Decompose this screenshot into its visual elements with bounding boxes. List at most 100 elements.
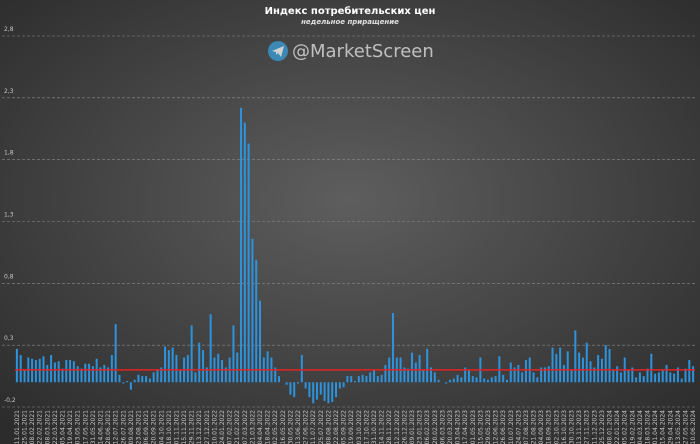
x-tick-label: 17.04.2023 (462, 410, 469, 444)
x-tick-label: 17.05.2021 (82, 410, 89, 444)
x-tick-label: 10.06.2024 (690, 410, 697, 444)
bar (202, 350, 205, 383)
x-tick-label: 22.01.2024 (614, 410, 621, 444)
bar (331, 382, 334, 403)
bar (464, 367, 467, 383)
bar (391, 313, 394, 383)
bar (604, 345, 607, 383)
bar (65, 360, 68, 383)
bar (612, 369, 615, 383)
x-tick-label: 28.11.2022 (386, 410, 393, 444)
watermark: @MarketScreen (292, 41, 434, 62)
bar (589, 361, 592, 383)
bar (505, 379, 508, 383)
bar (361, 374, 364, 383)
x-tick-label: 17.10.2022 (363, 410, 370, 444)
x-tick-label: 13.11.2023 (576, 410, 583, 444)
bar (646, 368, 649, 383)
bar (278, 376, 281, 383)
x-tick-label: 30.10.2023 (569, 410, 576, 444)
bar (243, 122, 246, 383)
bar (578, 352, 581, 383)
bar (346, 376, 349, 383)
bar (80, 368, 83, 383)
bar (631, 367, 634, 383)
bar (167, 350, 170, 383)
x-tick-label: 18.04.2022 (265, 410, 272, 444)
x-tick-label: 10.07.2023 (508, 410, 515, 444)
bar (422, 369, 425, 383)
bar (635, 377, 638, 383)
x-tick-label: 29.11.2021 (189, 410, 196, 444)
bar (448, 379, 451, 383)
telegram-plane (272, 46, 284, 57)
bar (304, 382, 307, 389)
x-tick-label: 25.01.2021 (21, 410, 28, 444)
bar (536, 377, 539, 383)
x-tick-label: 08.02.2021 (29, 410, 36, 444)
bar (684, 368, 687, 383)
bar (574, 330, 577, 383)
bar (471, 376, 474, 383)
bar (141, 376, 144, 383)
bar (486, 379, 489, 383)
bar (680, 378, 683, 383)
x-tick-label: 11.12.2023 (591, 410, 598, 444)
x-tick-label: 13.12.2021 (196, 410, 203, 444)
x-tick-label: 03.10.2022 (356, 410, 363, 444)
bar (369, 372, 372, 383)
bar (186, 355, 189, 383)
bar (619, 372, 622, 383)
bar (99, 367, 102, 383)
bar (221, 360, 224, 383)
bar (513, 367, 516, 383)
bar (357, 376, 360, 383)
bar (255, 259, 258, 383)
x-tick-label: 26.12.2022 (401, 410, 408, 444)
bar (654, 373, 657, 383)
x-tick-label: 12.07.2021 (113, 410, 120, 444)
x-tick-label: 18.09.2023 (546, 410, 553, 444)
bar (179, 369, 182, 383)
x-tick-label: 04.10.2021 (158, 410, 165, 444)
bar (46, 364, 49, 383)
bar (335, 382, 338, 398)
bar (521, 372, 524, 383)
bar (118, 374, 121, 383)
bar (57, 361, 60, 383)
bar (665, 364, 668, 383)
y-tick-label: 0,8 (4, 273, 14, 280)
bar (72, 361, 75, 383)
x-tick-label: 12.12.2022 (394, 410, 401, 444)
bar (616, 366, 619, 383)
x-tick-label: 19.04.2021 (67, 410, 74, 444)
watermark-group: @MarketScreen (268, 41, 434, 62)
x-tick-label: 22.02.2021 (37, 410, 44, 444)
x-tick-label: 12.06.2023 (493, 410, 500, 444)
bar (171, 347, 174, 383)
bar (638, 372, 641, 383)
x-tick-label: 06.09.2021 (143, 410, 150, 444)
bar (418, 355, 421, 383)
bar (502, 374, 505, 383)
bar (190, 325, 193, 383)
bar (285, 382, 288, 385)
bar (297, 382, 300, 384)
x-tick-label: 26.06.2023 (500, 410, 507, 444)
bar (122, 382, 125, 384)
bar (23, 369, 26, 383)
x-tick-label: 11.07.2022 (310, 410, 317, 444)
y-tick-label: 1,8 (4, 150, 14, 157)
bar (673, 373, 676, 383)
bar (152, 372, 155, 383)
x-tick-label: 28.06.2021 (105, 410, 112, 444)
bar (350, 376, 353, 383)
bar (483, 378, 486, 383)
bar (319, 382, 322, 395)
bar (266, 351, 269, 383)
x-tick-label: 13.06.2022 (295, 410, 302, 444)
x-tick-label: 02.10.2023 (553, 410, 560, 444)
bar (585, 342, 588, 383)
